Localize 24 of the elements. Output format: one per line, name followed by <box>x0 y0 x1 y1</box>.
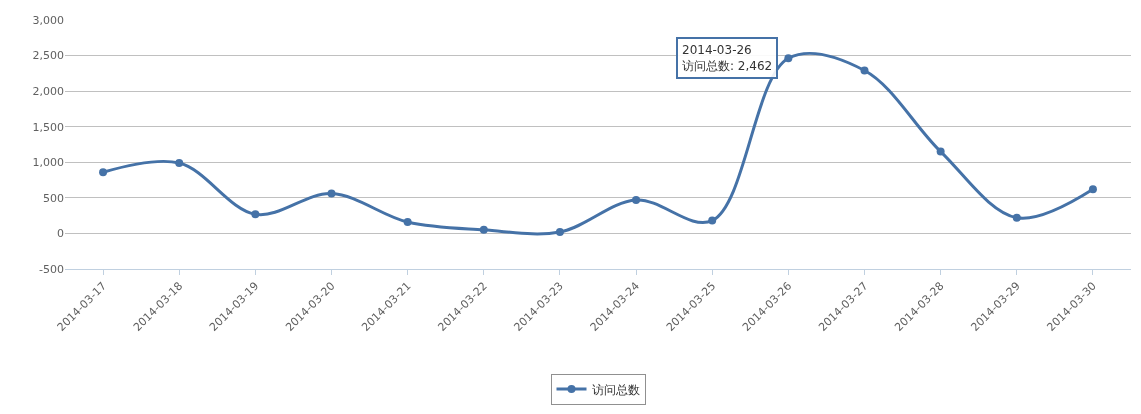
legend-label: 访问总数 <box>591 382 640 397</box>
point <box>555 228 564 237</box>
point <box>327 189 336 198</box>
point <box>784 54 793 63</box>
y-tick-label: 1,000 <box>32 156 64 170</box>
point <box>403 218 412 227</box>
y-tick-label: 2,000 <box>32 84 64 98</box>
annotation: 2014-03-26 访问总数: 2,462 <box>682 43 773 73</box>
point <box>99 168 108 177</box>
point <box>860 66 869 75</box>
point <box>251 210 260 219</box>
point <box>1088 185 1097 194</box>
point <box>708 216 717 225</box>
point <box>479 225 488 234</box>
y-tick-label: 500 <box>43 191 64 205</box>
y-tick-label: 1,500 <box>32 120 64 134</box>
y-tick-label: -500 <box>39 262 64 276</box>
y-tick-label: 3,000 <box>32 13 64 27</box>
point <box>936 147 945 156</box>
point <box>632 195 641 204</box>
point <box>175 159 184 167</box>
point <box>1012 213 1021 222</box>
y-tick-label: 2,500 <box>32 49 64 63</box>
y-tick-label: 0 <box>57 227 64 241</box>
